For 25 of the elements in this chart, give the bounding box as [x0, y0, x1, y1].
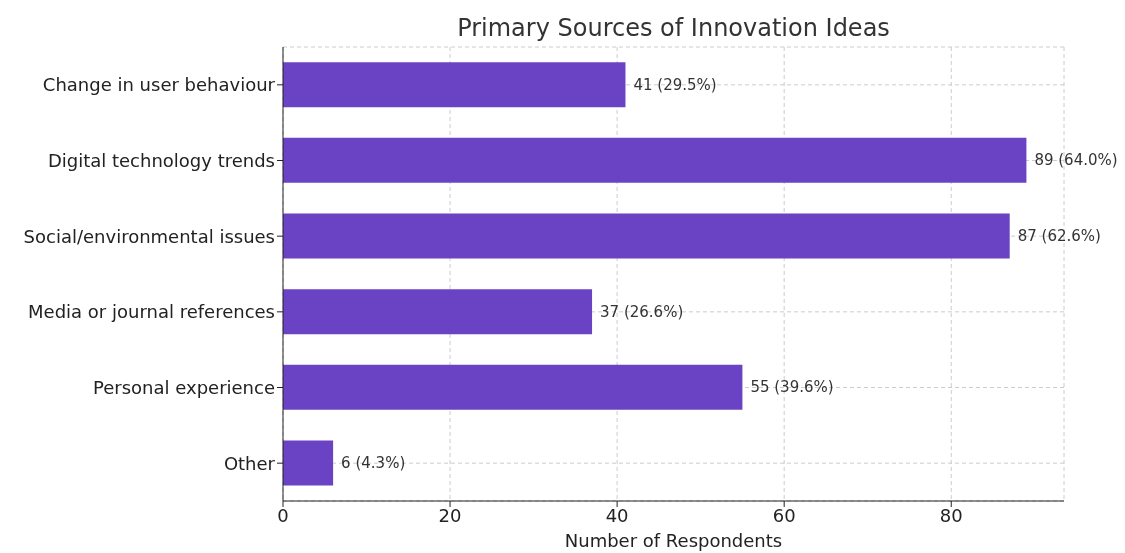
data-label: 87 (62.6%)	[1017, 226, 1101, 245]
x-tick-label: 40	[605, 504, 629, 526]
bar	[283, 440, 334, 486]
y-tick-label: Media or journal references	[28, 301, 275, 323]
data-label: 89 (64.0%)	[1034, 151, 1118, 170]
y-tick-label: Social/environmental issues	[23, 225, 275, 247]
data-label: 37 (26.6%)	[600, 302, 684, 321]
bar	[283, 364, 743, 410]
data-label: 6 (4.3%)	[341, 453, 406, 472]
x-tick-label: 80	[939, 504, 963, 526]
chart-title: Primary Sources of Innovation Ideas	[456, 14, 891, 42]
x-tick-label: 0	[277, 504, 289, 526]
y-tick-label: Personal experience	[92, 376, 275, 398]
x-tick-label: 60	[772, 504, 796, 526]
y-tick-label: Digital technology trends	[47, 149, 275, 171]
data-label: 41 (29.5%)	[633, 75, 717, 94]
x-tick-label: 20	[438, 504, 462, 526]
data-label: 55 (39.6%)	[750, 378, 834, 397]
y-tick-label: Other	[223, 452, 276, 474]
bar	[283, 137, 1027, 183]
bar	[283, 213, 1010, 259]
bar	[283, 289, 593, 335]
x-axis-title: Number of Respondents	[563, 530, 784, 551]
y-tick-label: Change in user behaviour	[42, 74, 276, 96]
bar	[283, 62, 626, 108]
